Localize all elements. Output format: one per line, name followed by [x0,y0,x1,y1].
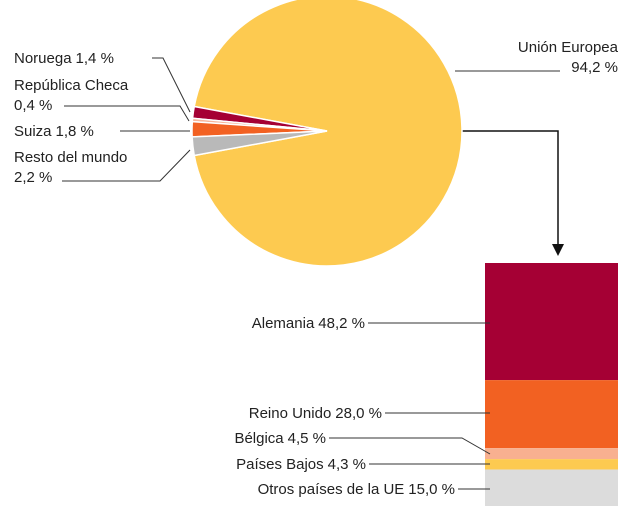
arrow-head [552,244,564,256]
label: Alemania 48,2 % [252,315,365,332]
label-name: Reino Unido [249,405,332,422]
pie-slice [191,130,328,157]
value-label: 48,2 % [318,315,365,332]
label-name: República Checa [14,77,129,94]
bar-segment [485,380,618,449]
label: Noruega 1,4 % [14,50,114,67]
label: Otros países de la UE 15,0 % [258,481,455,498]
label-name: Bélgica [234,430,284,447]
value-label: 1,8 % [56,123,94,140]
bar-segment [485,263,618,381]
label: Reino Unido 28,0 % [249,405,382,422]
value-label: 4,3 % [328,456,366,473]
value-label: 28,0 % [335,405,382,422]
label-name: Alemania [252,315,315,332]
value-label: 94,2 % [571,59,618,76]
bar-segment [485,469,618,506]
leader-line [329,437,491,455]
label: Suiza 1,8 % [14,123,94,140]
value-label: 4,5 % [288,430,326,447]
label-name: Noruega [14,50,72,67]
label-name: Países Bajos [236,456,324,473]
label-name: Otros países de la UE [258,481,405,498]
label: Países Bajos 4,3 % [236,456,366,473]
connector-arrow [462,130,559,245]
label-name: Resto del mundo [14,149,127,166]
label-name: Suiza [14,123,52,140]
value-label: 1,4 % [76,50,114,67]
leader-line [64,105,190,122]
pie-slice [193,0,463,267]
label-name: Unión Europea [518,39,619,56]
leader-line [152,57,191,113]
bar-segment [485,459,618,470]
value-label: 2,2 % [14,169,52,186]
value-label: 15,0 % [408,481,455,498]
label: Bélgica 4,5 % [234,430,326,447]
value-label: 0,4 % [14,97,52,114]
bar-segment [485,448,618,460]
leader-line [62,149,191,182]
